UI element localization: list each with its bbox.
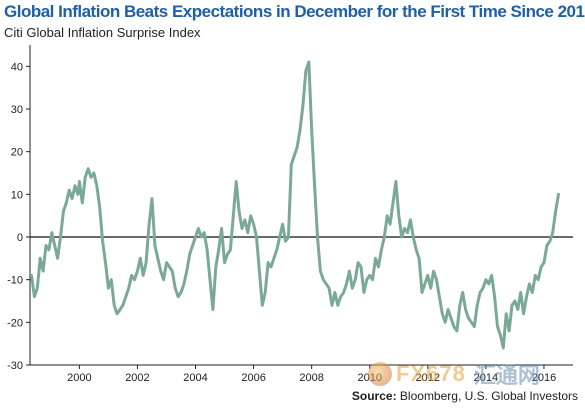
series-line (30, 60, 560, 350)
chart-title: Global Inflation Beats Expectations in D… (4, 2, 585, 21)
y-tick-label: 0 (17, 232, 23, 244)
watermark-brand: FX678 (396, 361, 466, 386)
source-label: Source: (351, 389, 397, 403)
x-tick-label: 2006 (241, 372, 265, 384)
source-text: Bloomberg, U.S. Global Investors (399, 389, 578, 403)
watermark: FX678 汇通网 (368, 358, 540, 390)
y-tick-label: -20 (7, 317, 23, 329)
y-tick-label: 30 (11, 104, 23, 116)
x-tick-label: 2002 (125, 372, 149, 384)
y-tick-label: 40 (11, 61, 23, 73)
x-tick-label: 2004 (183, 372, 207, 384)
source-note: Source: Bloomberg, U.S. Global Investors (352, 389, 578, 403)
watermark-logo-icon (368, 362, 392, 386)
y-tick-label: 20 (11, 147, 23, 159)
x-tick-label: 2014 (474, 372, 498, 384)
x-tick-label: 2008 (299, 372, 323, 384)
x-tick-label: 2012 (416, 372, 440, 384)
watermark-brand-cn: 汇通网 (473, 363, 540, 388)
y-tick-label: -10 (7, 275, 23, 287)
y-tick-label: -30 (7, 360, 23, 372)
x-tick-label: 2016 (532, 372, 556, 384)
y-tick-label: 10 (11, 189, 23, 201)
chart-subtitle: Citi Global Inflation Surprise Index (4, 25, 201, 40)
x-tick-label: 2000 (67, 372, 91, 384)
